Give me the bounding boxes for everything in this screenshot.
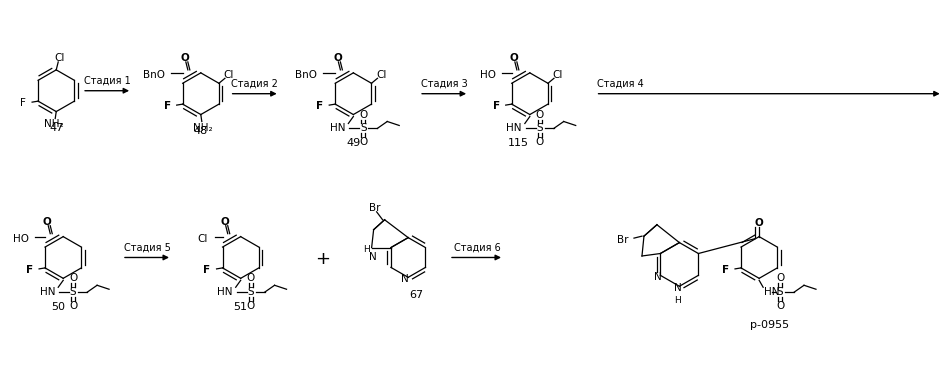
Text: O: O	[535, 109, 544, 120]
Text: Cl: Cl	[224, 70, 234, 80]
Text: BnO: BnO	[143, 70, 165, 80]
Text: O: O	[42, 217, 52, 227]
Text: N: N	[401, 274, 409, 284]
Text: HN: HN	[217, 287, 233, 297]
Text: F: F	[20, 98, 26, 108]
Text: Br: Br	[616, 235, 628, 245]
Text: S: S	[70, 287, 76, 297]
Text: Стадия 1: Стадия 1	[84, 76, 130, 86]
Text: HN: HN	[40, 287, 56, 297]
Text: Cl: Cl	[197, 233, 208, 244]
Text: N: N	[673, 283, 682, 293]
Text: O: O	[776, 273, 784, 284]
Text: F: F	[493, 101, 499, 111]
Text: F: F	[204, 265, 211, 275]
Text: HN: HN	[329, 123, 346, 133]
Text: S: S	[247, 287, 254, 297]
Text: NH₂: NH₂	[193, 123, 212, 133]
Text: HO: HO	[480, 70, 496, 80]
Text: 48: 48	[194, 126, 208, 136]
Text: F: F	[722, 265, 729, 275]
Text: H: H	[674, 296, 681, 305]
Text: F: F	[316, 101, 323, 111]
Text: O: O	[535, 137, 544, 147]
Text: р-0955: р-0955	[750, 320, 788, 330]
Text: Br: Br	[369, 203, 380, 213]
Text: O: O	[755, 218, 764, 228]
Text: O: O	[333, 53, 342, 63]
Text: Стадия 3: Стадия 3	[421, 79, 467, 89]
Text: Cl: Cl	[377, 70, 387, 80]
Text: N: N	[369, 252, 377, 262]
Text: S: S	[536, 123, 543, 133]
Text: H: H	[363, 245, 370, 254]
Text: Стадия 4: Стадия 4	[598, 79, 644, 89]
Text: F: F	[26, 265, 33, 275]
Text: O: O	[180, 53, 189, 63]
Text: 115: 115	[507, 138, 529, 149]
Text: HO: HO	[13, 233, 29, 244]
Text: O: O	[776, 301, 784, 311]
Text: Стадия 2: Стадия 2	[231, 79, 278, 89]
Text: O: O	[246, 273, 255, 284]
Text: O: O	[510, 53, 518, 63]
Text: NH₂: NH₂	[44, 120, 64, 129]
Text: F: F	[163, 101, 171, 111]
Text: 49: 49	[346, 138, 361, 149]
Text: S: S	[360, 123, 366, 133]
Text: O: O	[220, 217, 229, 227]
Text: S: S	[777, 287, 784, 297]
Text: 67: 67	[409, 290, 423, 300]
Text: O: O	[360, 109, 367, 120]
Text: N: N	[653, 272, 662, 282]
Text: O: O	[246, 301, 255, 311]
Text: 47: 47	[49, 123, 63, 133]
Text: 50: 50	[51, 302, 65, 312]
Text: HN: HN	[764, 287, 780, 297]
Text: HN: HN	[506, 123, 522, 133]
Text: +: +	[315, 250, 330, 268]
Text: O: O	[360, 137, 367, 147]
Text: Cl: Cl	[54, 53, 64, 63]
Text: 51: 51	[234, 302, 247, 312]
Text: O: O	[69, 273, 77, 284]
Text: BnO: BnO	[295, 70, 317, 80]
Text: Стадия 6: Стадия 6	[454, 243, 500, 253]
Text: Cl: Cl	[553, 70, 564, 80]
Text: Стадия 5: Стадия 5	[124, 243, 171, 253]
Text: O: O	[69, 301, 77, 311]
